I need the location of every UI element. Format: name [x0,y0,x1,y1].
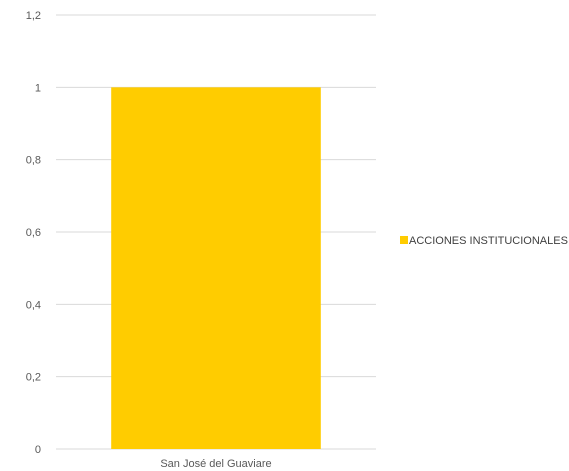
y-tick-label: 0,4 [26,299,41,311]
x-axis-tick-labels: San José del Guaviare [160,458,271,470]
y-axis-tick-labels: 0 0,2 0,4 0,6 0,8 1 1,2 [26,10,41,456]
legend-label: ACCIONES INSTITUCIONALES [409,235,568,247]
x-tick-label: San José del Guaviare [160,458,271,470]
y-tick-label: 1 [35,82,41,94]
bar [111,87,321,449]
y-tick-label: 1,2 [26,10,41,22]
y-tick-label: 0,2 [26,372,41,384]
legend: ACCIONES INSTITUCIONALES [400,235,568,247]
y-tick-label: 0,6 [26,227,41,239]
y-tick-label: 0,8 [26,155,41,167]
y-tick-label: 0 [35,444,41,456]
bars [111,87,321,449]
legend-swatch [400,236,408,244]
